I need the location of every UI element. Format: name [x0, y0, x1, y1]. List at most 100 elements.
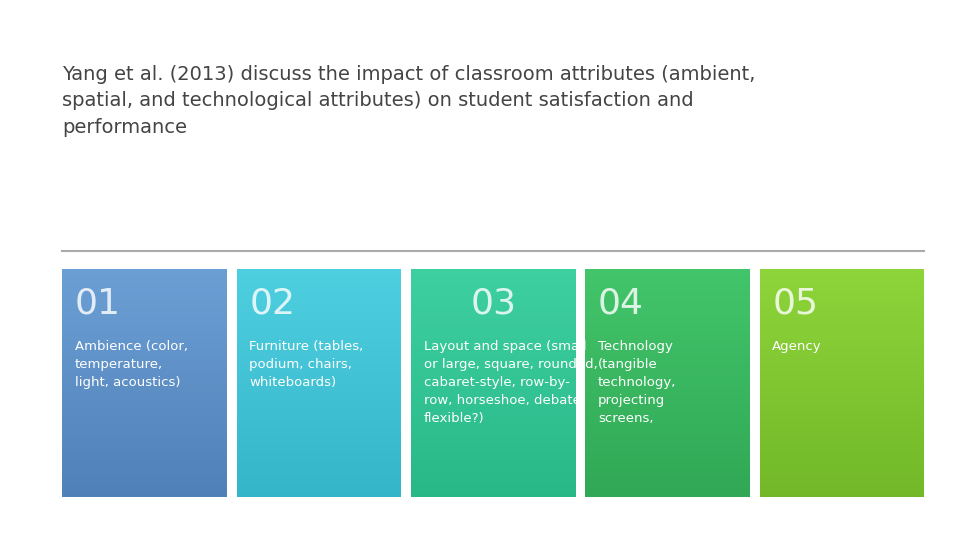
Bar — [237, 386, 401, 389]
Bar — [411, 485, 576, 488]
Bar — [586, 422, 750, 426]
Bar — [62, 335, 228, 338]
Bar — [411, 318, 576, 321]
Bar — [62, 471, 228, 474]
Bar — [237, 434, 401, 437]
Bar — [237, 411, 401, 415]
Bar — [62, 363, 228, 366]
Text: Ambience (color,
temperature,
light, acoustics): Ambience (color, temperature, light, aco… — [75, 340, 188, 389]
Bar — [237, 366, 401, 369]
Bar — [62, 269, 228, 273]
Bar — [411, 338, 576, 341]
Bar — [759, 321, 924, 324]
Bar — [237, 476, 401, 480]
Bar — [586, 366, 750, 369]
Bar — [759, 403, 924, 406]
Bar — [62, 349, 228, 352]
Bar — [237, 431, 401, 434]
Bar — [759, 485, 924, 488]
Bar — [411, 414, 576, 417]
Bar — [62, 426, 228, 429]
Bar — [62, 295, 228, 298]
Bar — [759, 465, 924, 468]
Bar — [586, 465, 750, 468]
Bar — [62, 278, 228, 281]
Bar — [62, 346, 228, 349]
Bar — [237, 289, 401, 293]
Bar — [759, 366, 924, 369]
Bar — [62, 422, 228, 426]
Bar — [586, 295, 750, 298]
Bar — [411, 284, 576, 287]
Bar — [62, 329, 228, 332]
Bar — [586, 343, 750, 347]
Bar — [759, 284, 924, 287]
Bar — [759, 292, 924, 295]
Bar — [759, 340, 924, 343]
Bar — [759, 411, 924, 415]
Bar — [62, 306, 228, 309]
Bar — [62, 298, 228, 301]
Bar — [411, 349, 576, 352]
Bar — [237, 397, 401, 400]
Bar — [759, 315, 924, 318]
Bar — [586, 372, 750, 375]
Bar — [62, 352, 228, 355]
Bar — [759, 363, 924, 366]
Bar — [62, 292, 228, 295]
Bar — [62, 377, 228, 381]
Bar — [759, 431, 924, 434]
Bar — [586, 306, 750, 309]
Bar — [237, 272, 401, 275]
Bar — [411, 360, 576, 363]
Bar — [411, 400, 576, 403]
Bar — [62, 380, 228, 383]
Bar — [586, 315, 750, 318]
Bar — [237, 437, 401, 440]
Bar — [237, 417, 401, 420]
Bar — [586, 471, 750, 474]
Bar — [759, 408, 924, 411]
Bar — [62, 309, 228, 313]
Bar — [759, 360, 924, 363]
Bar — [62, 437, 228, 440]
Bar — [62, 372, 228, 375]
Bar — [62, 386, 228, 389]
Text: 04: 04 — [598, 286, 644, 320]
Bar — [411, 420, 576, 423]
Bar — [411, 451, 576, 454]
Bar — [62, 383, 228, 386]
Bar — [586, 349, 750, 352]
Bar — [411, 417, 576, 420]
Bar — [759, 338, 924, 341]
Bar — [411, 289, 576, 293]
Text: 03: 03 — [470, 286, 516, 320]
Bar — [759, 383, 924, 386]
Bar — [759, 394, 924, 397]
Bar — [759, 494, 924, 497]
Bar — [237, 269, 401, 273]
Text: Technology
(tangible
technology,
projecting
screens,: Technology (tangible technology, project… — [598, 340, 676, 425]
Bar — [759, 406, 924, 409]
Bar — [237, 471, 401, 474]
Bar — [586, 275, 750, 279]
Bar — [237, 318, 401, 321]
Bar — [62, 420, 228, 423]
Bar — [759, 312, 924, 315]
Bar — [586, 321, 750, 324]
Bar — [237, 326, 401, 329]
Bar — [411, 488, 576, 491]
Bar — [759, 354, 924, 358]
Bar — [759, 346, 924, 349]
Bar — [237, 323, 401, 327]
Bar — [237, 309, 401, 313]
Bar — [586, 474, 750, 477]
Bar — [411, 482, 576, 485]
Bar — [586, 434, 750, 437]
Bar — [759, 392, 924, 395]
Bar — [759, 286, 924, 290]
Bar — [411, 269, 576, 273]
Bar — [411, 480, 576, 483]
Bar — [759, 440, 924, 443]
Bar — [237, 363, 401, 366]
